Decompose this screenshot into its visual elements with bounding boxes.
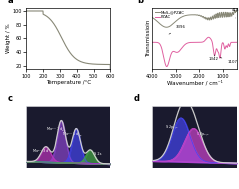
MoS₂@PZAC <box>168 25 171 28</box>
Y-axis label: Intensity: Intensity <box>146 125 151 149</box>
Text: S 2p$_{1/2}$: S 2p$_{1/2}$ <box>165 124 178 132</box>
Text: c: c <box>8 94 13 104</box>
Text: 1342: 1342 <box>209 55 219 61</box>
PZAC <box>201 41 204 43</box>
Text: Mo$^{4+}$ 3d$_{5/2}$: Mo$^{4+}$ 3d$_{5/2}$ <box>46 126 67 135</box>
X-axis label: Temperature /°C: Temperature /°C <box>46 80 91 85</box>
MoS₂@PZAC <box>201 16 204 18</box>
PZAC <box>235 41 238 43</box>
MoS₂@PZAC <box>165 26 168 28</box>
MoS₂@PZAC <box>233 9 236 12</box>
Text: 3396: 3396 <box>169 25 186 34</box>
Line: MoS₂@PZAC: MoS₂@PZAC <box>152 10 237 27</box>
Line: PZAC: PZAC <box>152 37 237 67</box>
Text: d: d <box>134 94 140 104</box>
MoS₂@PZAC <box>151 16 154 19</box>
X-axis label: Binding energy / eV: Binding energy / eV <box>168 179 222 184</box>
Y-axis label: Weight / %: Weight / % <box>6 24 11 53</box>
Text: 418: 418 <box>232 8 239 18</box>
PZAC <box>168 59 171 61</box>
PZAC <box>151 41 154 43</box>
Text: a: a <box>8 0 13 5</box>
Text: Mo$^{6+}$ 3d: Mo$^{6+}$ 3d <box>32 148 49 156</box>
PZAC <box>227 44 229 46</box>
Text: S 2s: S 2s <box>94 152 101 156</box>
PZAC <box>169 53 172 56</box>
Legend: MoS₂@PZAC, PZAC: MoS₂@PZAC, PZAC <box>154 9 186 20</box>
Y-axis label: Transmissioin: Transmissioin <box>146 20 151 57</box>
MoS₂@PZAC <box>235 10 238 12</box>
PZAC <box>177 50 180 53</box>
PZAC <box>198 41 201 43</box>
Text: Mo$^{4+}$ 3d$_{3/2}$: Mo$^{4+}$ 3d$_{3/2}$ <box>62 131 83 140</box>
MoS₂@PZAC <box>198 14 201 16</box>
MoS₂@PZAC <box>169 24 172 27</box>
Y-axis label: Intensity: Intensity <box>20 125 25 149</box>
PZAC <box>207 36 210 38</box>
Text: 1107: 1107 <box>220 57 237 64</box>
PZAC <box>165 65 168 68</box>
X-axis label: Binding energy / eV: Binding energy / eV <box>41 179 95 184</box>
Text: b: b <box>137 0 143 5</box>
MoS₂@PZAC <box>227 16 229 18</box>
X-axis label: Wavenumber / cm⁻¹: Wavenumber / cm⁻¹ <box>167 80 223 85</box>
Text: S 2p$_{3/2}$: S 2p$_{3/2}$ <box>196 131 210 139</box>
MoS₂@PZAC <box>177 18 180 20</box>
